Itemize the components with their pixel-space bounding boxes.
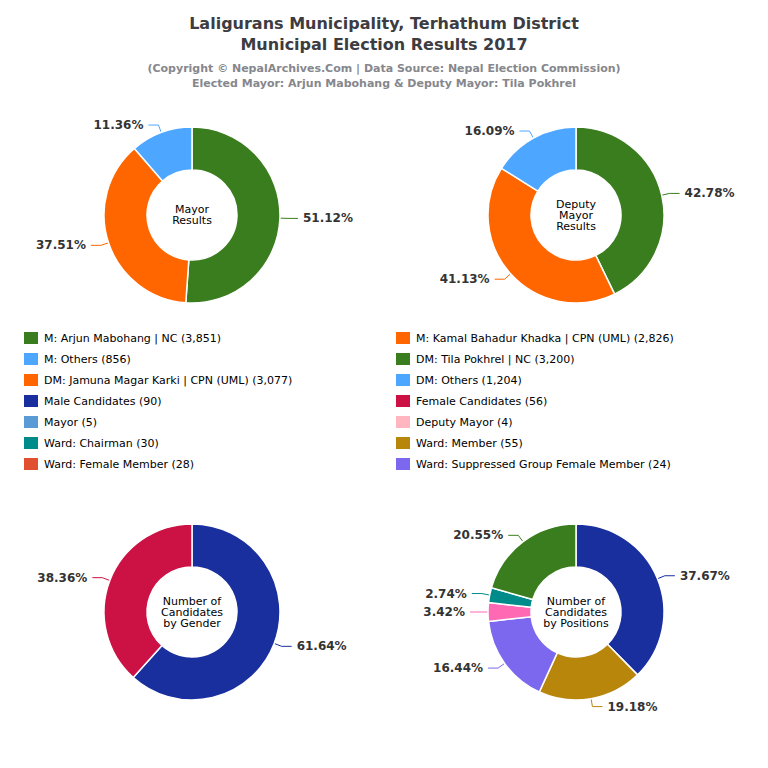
svg-text:16.44%: 16.44%: [433, 661, 483, 675]
svg-text:Ward: Female Member (28): Ward: Female Member (28): [44, 458, 194, 471]
svg-text:Results: Results: [556, 220, 596, 233]
svg-text:M: Arjun Mabohang | NC (3,851): M: Arjun Mabohang | NC (3,851): [44, 332, 221, 345]
svg-text:51.12%: 51.12%: [303, 211, 353, 225]
svg-text:41.13%: 41.13%: [440, 272, 490, 286]
svg-text:Ward: Chairman (30): Ward: Chairman (30): [44, 437, 159, 450]
svg-text:DM: Jamuna Magar Karki | CPN (: DM: Jamuna Magar Karki | CPN (UML) (3,07…: [44, 374, 292, 387]
svg-text:61.64%: 61.64%: [297, 639, 347, 653]
svg-text:42.78%: 42.78%: [685, 186, 735, 200]
svg-text:37.67%: 37.67%: [680, 569, 730, 583]
svg-text:by Gender: by Gender: [163, 617, 221, 630]
svg-text:Candidates: Candidates: [161, 605, 223, 619]
svg-text:M: Kamal Bahadur Khadka | CPN: M: Kamal Bahadur Khadka | CPN (UML) (2,8…: [416, 332, 674, 345]
svg-text:Results: Results: [172, 214, 212, 227]
svg-text:37.51%: 37.51%: [36, 238, 86, 252]
svg-text:Female Candidates (56): Female Candidates (56): [416, 395, 547, 408]
svg-text:Number of: Number of: [162, 594, 222, 608]
svg-text:Deputy Mayor (4): Deputy Mayor (4): [416, 416, 513, 429]
svg-text:Laligurans Municipality, Terha: Laligurans Municipality, Terhathum Distr…: [189, 14, 579, 33]
svg-text:DM: Tila Pokhrel | NC (3,200): DM: Tila Pokhrel | NC (3,200): [416, 353, 575, 366]
svg-text:11.36%: 11.36%: [93, 118, 143, 132]
svg-text:Male Candidates (90): Male Candidates (90): [44, 395, 162, 408]
svg-text:Deputy: Deputy: [556, 197, 596, 211]
svg-text:Number of: Number of: [546, 594, 606, 608]
svg-text:2.74%: 2.74%: [425, 587, 467, 601]
svg-text:(Copyright © NepalArchives.Com: (Copyright © NepalArchives.Com | Data So…: [147, 62, 620, 75]
svg-text:16.09%: 16.09%: [465, 124, 515, 138]
svg-text:Ward: Member (55): Ward: Member (55): [416, 437, 523, 450]
svg-text:Candidates: Candidates: [545, 605, 607, 619]
svg-text:38.36%: 38.36%: [37, 571, 87, 585]
svg-text:M: Others (856): M: Others (856): [44, 353, 131, 366]
svg-text:Municipal Election Results 201: Municipal Election Results 2017: [240, 35, 527, 54]
svg-text:Mayor: Mayor: [559, 208, 593, 222]
svg-text:19.18%: 19.18%: [607, 700, 657, 714]
svg-text:20.55%: 20.55%: [453, 528, 503, 542]
svg-text:3.42%: 3.42%: [423, 605, 465, 619]
svg-text:by Positions: by Positions: [543, 617, 609, 630]
svg-text:Ward: Suppressed Group Female: Ward: Suppressed Group Female Member (24…: [416, 458, 671, 471]
svg-text:Elected Mayor: Arjun Mabohang: Elected Mayor: Arjun Mabohang & Deputy M…: [192, 77, 576, 90]
svg-text:Mayor: Mayor: [175, 203, 209, 216]
svg-text:DM: Others (1,204): DM: Others (1,204): [416, 374, 522, 387]
svg-text:Mayor (5): Mayor (5): [44, 416, 97, 429]
